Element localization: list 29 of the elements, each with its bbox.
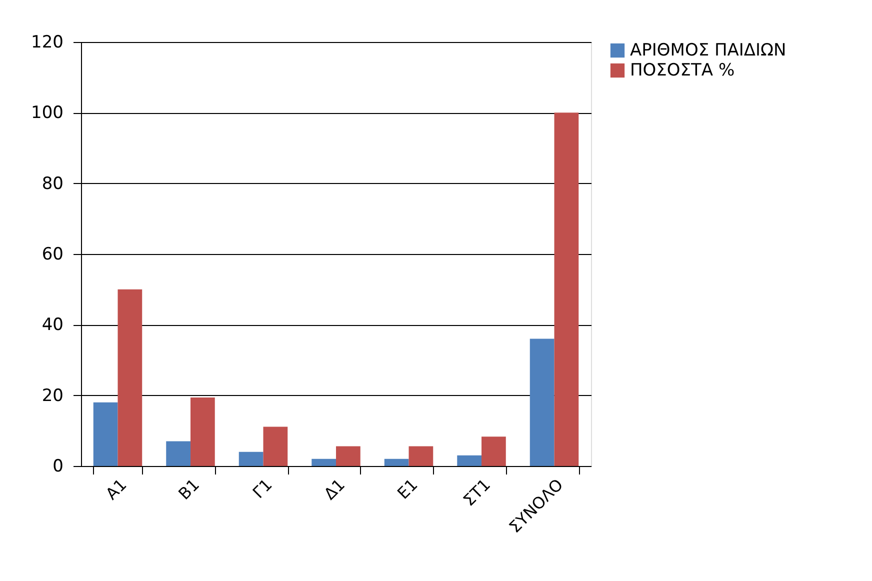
bar	[408, 446, 434, 466]
x-tick-label: Β1	[174, 475, 204, 504]
x-tick-label: Γ1	[248, 475, 276, 502]
bar	[118, 289, 142, 466]
bar	[93, 402, 118, 466]
y-tick-label: 40	[42, 315, 64, 336]
bar	[554, 112, 579, 466]
y-tick-label: 100	[31, 103, 64, 124]
y-tick-label: 0	[52, 456, 64, 476]
bar	[530, 338, 554, 466]
x-tick-label: Ε1	[393, 475, 422, 503]
bar	[384, 458, 409, 466]
bar	[190, 397, 215, 466]
x-tick-label: Δ1	[320, 475, 349, 504]
y-tick-label: 80	[42, 174, 64, 194]
bar	[312, 458, 336, 466]
bar	[336, 446, 360, 466]
legend-label: ΑΡΙΘΜΟΣ ΠΑΙΔΙΩΝ	[630, 40, 786, 60]
bar	[482, 436, 506, 466]
bar	[457, 455, 482, 466]
bar	[263, 426, 288, 466]
x-tick-label: ΣΤ1	[459, 475, 494, 510]
bar	[166, 441, 190, 466]
bar	[238, 452, 264, 466]
x-tick-label: Α1	[102, 475, 130, 504]
y-tick-label: 120	[31, 32, 64, 52]
y-tick-label: 60	[42, 244, 64, 264]
y-tick-label: 20	[42, 386, 64, 406]
legend-label: ΠΟΣΟΣΤΑ %	[630, 60, 735, 80]
